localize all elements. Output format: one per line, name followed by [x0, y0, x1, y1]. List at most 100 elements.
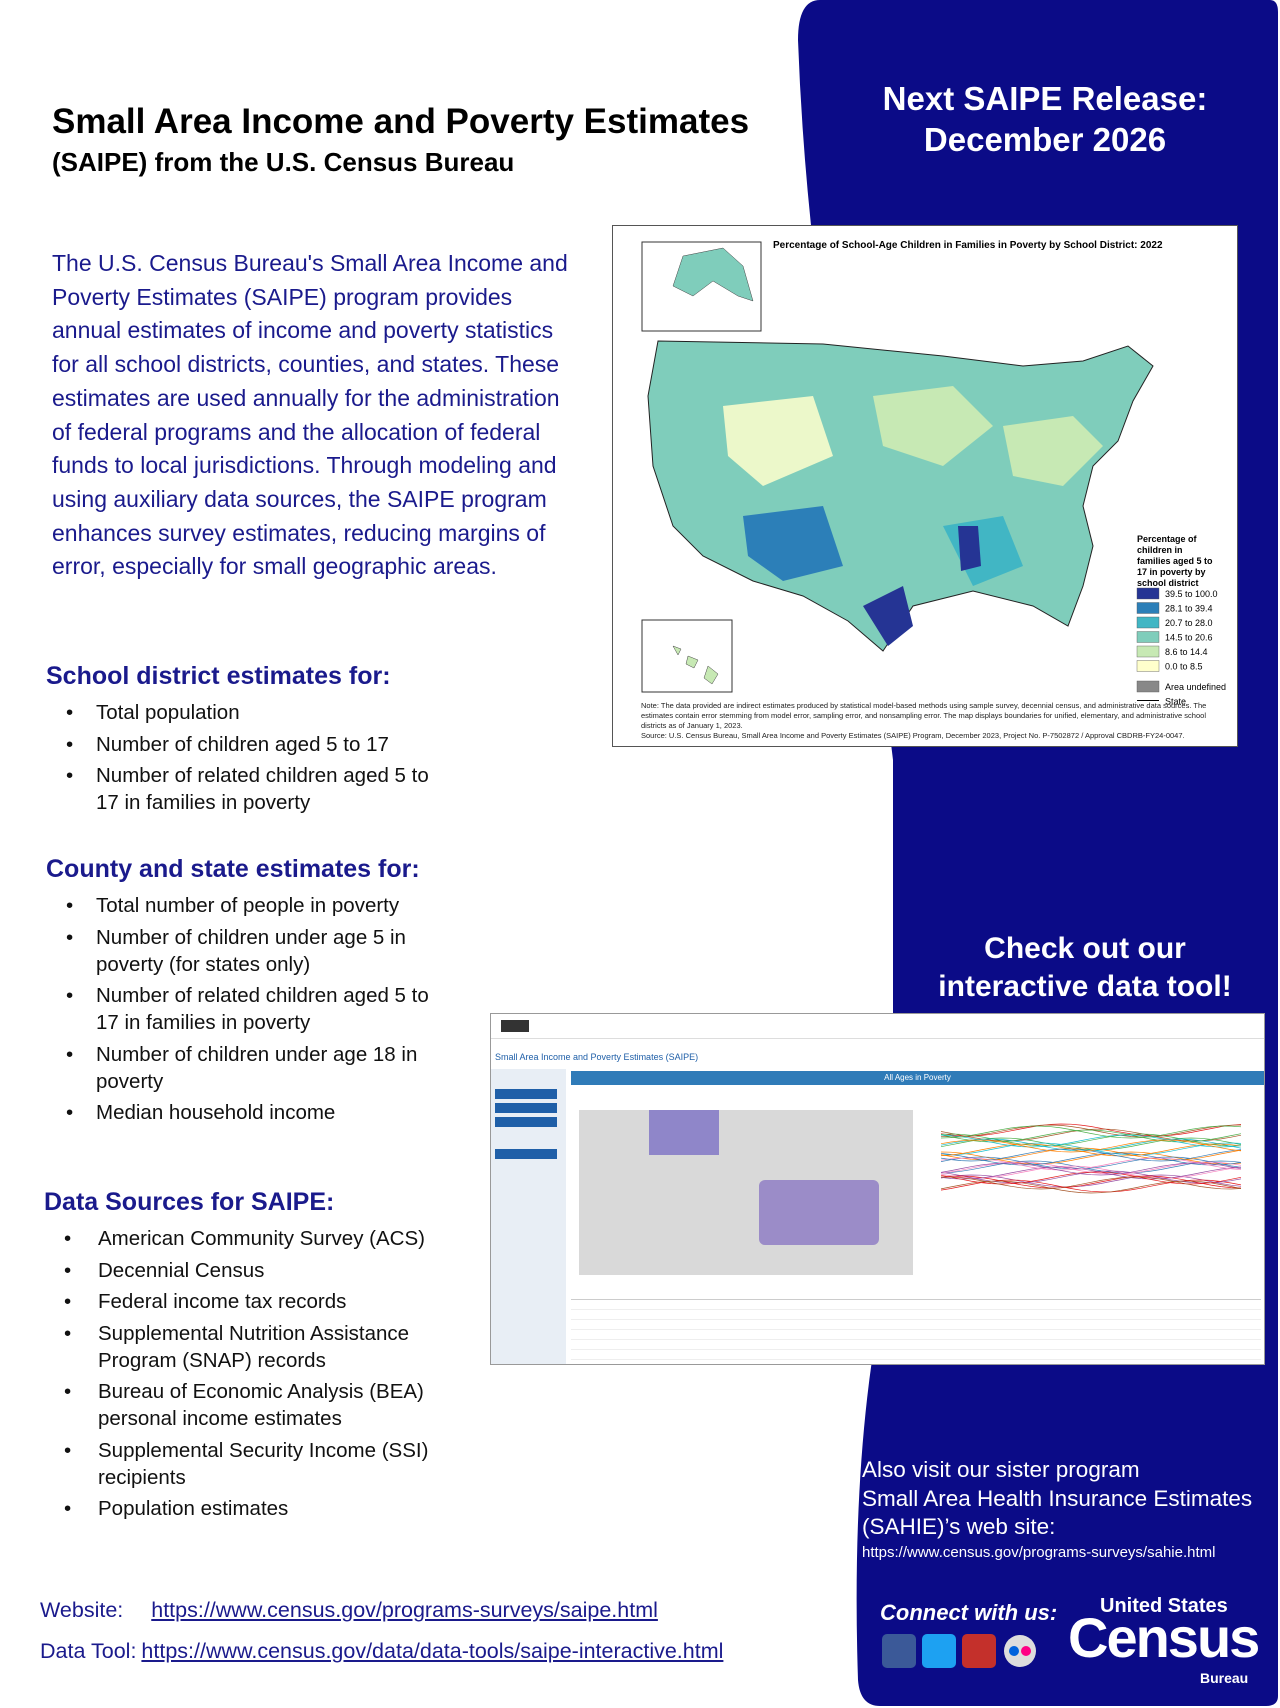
app-logo	[501, 1020, 529, 1032]
bullet-item: Population estimates	[44, 1495, 458, 1522]
bullet-item: American Community Survey (ACS)	[44, 1225, 458, 1252]
bullet-item: Federal income tax records	[44, 1288, 458, 1315]
bullet-item: Number of children under age 18 in pover…	[46, 1041, 456, 1095]
bullet-item: Median household income	[46, 1099, 456, 1126]
release-line: December 2026	[923, 121, 1167, 158]
map-title: Percentage of School-Age Children in Fam…	[773, 240, 1163, 251]
section: Data Sources for SAIPE: American Communit…	[44, 1188, 458, 1527]
tool-screenshot: Small Area Income and Poverty Estimates …	[490, 1013, 1265, 1365]
legend-swatch	[1136, 616, 1160, 629]
youtube-icon[interactable]	[962, 1634, 996, 1668]
flickr-icon[interactable]	[1004, 1635, 1036, 1667]
tool-line	[940, 1171, 1242, 1185]
map-region	[1003, 416, 1103, 486]
filter-button	[495, 1089, 557, 1099]
bullet-list: Total number of people in poverty Number …	[46, 892, 456, 1126]
app-header	[491, 1014, 1264, 1039]
tool-line	[941, 1176, 1242, 1190]
legend-swatch	[1136, 680, 1160, 693]
map-region	[743, 506, 843, 581]
logo-brand: Census	[1068, 1606, 1260, 1669]
sister-program: Also visit our sister program Small Area …	[862, 1456, 1252, 1564]
bullet-item: Number of related children aged 5 to 17 …	[46, 762, 456, 816]
alaska	[672, 247, 754, 302]
release-line: Next SAIPE Release:	[882, 80, 1208, 117]
sister-line: (SAHIE)’s web site:	[862, 1514, 1056, 1539]
tool-table	[571, 1299, 1261, 1364]
legend-label: 20.7 to 28.0	[1165, 618, 1213, 628]
link-url[interactable]: https://www.census.gov/programs-surveys/…	[151, 1598, 658, 1622]
panel-bar: All Ages in Poverty	[571, 1071, 1264, 1085]
hawaii	[672, 645, 719, 685]
bullet-item: Supplemental Security Income (SSI) recip…	[44, 1437, 458, 1491]
section-heading: School district estimates for:	[46, 662, 391, 690]
tool-line-chart	[940, 1123, 1242, 1194]
map-region	[723, 396, 833, 486]
link-row: Data Tool: https://www.census.gov/data/da…	[40, 1639, 723, 1664]
subtitle: (SAIPE) from the U.S. Census Bureau	[52, 147, 515, 177]
bullet-item: Number of children under age 5 in povert…	[46, 924, 456, 978]
filter-sidebar	[491, 1069, 566, 1364]
release-notice: Next SAIPE Release: December 2026	[845, 78, 1245, 160]
logo-bottom: Bureau	[1200, 1670, 1249, 1686]
tool-heading: Check out our interactive data tool!	[890, 930, 1280, 1006]
bullet-item: Number of children aged 5 to 17	[46, 731, 456, 758]
tool-line	[940, 1143, 1242, 1157]
tool-line	[940, 1166, 1242, 1180]
tool-line	[940, 1162, 1242, 1176]
tool-map-ak	[649, 1110, 719, 1155]
poverty-map: 39.5 to 100.0 28.1 to 39.4 20.7 to 28.0 14.…	[612, 225, 1238, 747]
tool-line	[940, 1139, 1242, 1153]
facebook-icon[interactable]	[882, 1634, 916, 1668]
note: Note: The data provided are indirect est…	[641, 701, 1207, 730]
sister-line: Also visit our sister program	[862, 1457, 1140, 1482]
app-title: Small Area Income and Poverty Estimates …	[495, 1052, 699, 1062]
section-heading: Data Sources for SAIPE:	[44, 1188, 335, 1216]
map-region	[958, 526, 981, 571]
sister-url: https://www.census.gov/programs-surveys/…	[862, 1543, 1216, 1561]
tool-line	[940, 1151, 1242, 1165]
bullet-item: Supplemental Nutrition Assistance Progra…	[44, 1320, 458, 1374]
map-region	[863, 586, 913, 646]
legend-label: State	[1165, 697, 1186, 707]
tool-line	[940, 1152, 1242, 1166]
tool-line	[940, 1125, 1242, 1139]
logo-top: United States	[1100, 1595, 1228, 1617]
bullet-item: Number of related children aged 5 to 17 …	[46, 982, 456, 1036]
filter-button	[495, 1103, 557, 1113]
twitter-icon[interactable]	[922, 1634, 956, 1668]
legend-label: 28.1 to 39.4	[1165, 604, 1213, 614]
bullet-item: Total population	[46, 699, 456, 726]
link-row: Website: https://www.census.gov/programs-…	[40, 1598, 658, 1623]
flickr-dot	[1009, 1646, 1019, 1656]
social-icons	[882, 1634, 1036, 1668]
bullet-item: Decennial Census	[44, 1257, 458, 1284]
map-graphic: 39.5 to 100.0 28.1 to 39.4 20.7 to 28.0 14.…	[641, 241, 1226, 707]
tool-line	[940, 1133, 1242, 1147]
sister-lines: Also visit our sister program Small Area …	[862, 1456, 1252, 1542]
title: Small Area Income and Poverty Estimates	[52, 102, 750, 141]
filter-button	[495, 1117, 557, 1127]
tool-line	[940, 1180, 1242, 1194]
tool-line	[940, 1123, 1242, 1137]
tool-map	[579, 1110, 913, 1275]
legend-label: 0.0 to 8.5	[1165, 662, 1203, 672]
section-heading: County and state estimates for:	[46, 855, 420, 883]
section: School district estimates for: Total popu…	[46, 662, 456, 821]
filter-button	[495, 1149, 557, 1159]
legend-swatch	[1136, 660, 1160, 672]
map-region	[873, 386, 993, 466]
legend-label: 39.5 to 100.0	[1165, 589, 1218, 599]
tool-line	[940, 1134, 1242, 1148]
link-label: Data Tool:	[40, 1639, 137, 1663]
link-url[interactable]: https://www.census.gov/data/data-tools/s…	[141, 1639, 724, 1663]
connect-text: Connect with us:	[880, 1600, 1058, 1625]
legend-title: Percentage of children in families aged …	[1137, 534, 1213, 588]
legend-label: Area undefined	[1165, 682, 1226, 692]
legend-swatch	[1136, 631, 1160, 643]
section: County and state estimates for: Total num…	[46, 855, 456, 1131]
legend-swatch	[1136, 645, 1160, 658]
link-label: Website:	[40, 1598, 124, 1622]
bullet-list: Total population Number of children aged …	[46, 699, 456, 816]
